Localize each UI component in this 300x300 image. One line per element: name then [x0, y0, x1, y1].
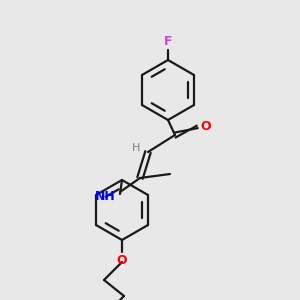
Text: H: H: [132, 143, 140, 153]
Text: O: O: [117, 254, 127, 267]
Text: O: O: [200, 121, 211, 134]
Text: NH: NH: [95, 190, 116, 202]
Text: F: F: [164, 35, 172, 48]
